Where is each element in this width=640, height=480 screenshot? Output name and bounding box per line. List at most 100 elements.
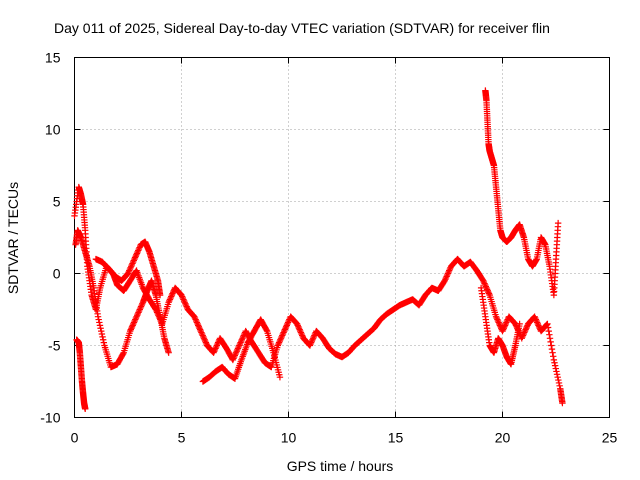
data-point bbox=[546, 335, 554, 342]
data-point bbox=[198, 330, 206, 338]
data-point bbox=[277, 336, 284, 343]
data-point bbox=[308, 337, 316, 345]
data-point bbox=[180, 297, 188, 305]
data-point bbox=[133, 251, 140, 258]
data-point bbox=[119, 350, 127, 358]
x-tick-label: 5 bbox=[178, 430, 186, 446]
y-tick-label: -5 bbox=[48, 338, 61, 354]
data-point bbox=[485, 289, 492, 296]
data-point bbox=[128, 325, 135, 332]
data-point bbox=[555, 376, 562, 384]
data-point bbox=[554, 373, 561, 381]
data-point bbox=[444, 270, 452, 277]
data-point bbox=[232, 349, 240, 356]
data-point bbox=[201, 336, 208, 343]
data-point bbox=[276, 373, 284, 381]
data-point bbox=[482, 283, 490, 290]
data-point bbox=[98, 327, 105, 335]
data-point bbox=[197, 327, 204, 335]
data-point bbox=[548, 345, 556, 353]
x-tick-label: 0 bbox=[71, 430, 79, 446]
data-point bbox=[202, 337, 209, 345]
data-point bbox=[132, 253, 139, 260]
data-point bbox=[444, 271, 451, 279]
y-tick-label: -10 bbox=[40, 410, 60, 426]
data-point bbox=[137, 304, 144, 312]
data-point bbox=[501, 323, 508, 330]
data-point bbox=[485, 290, 493, 297]
data-point bbox=[179, 294, 186, 302]
data-point bbox=[178, 293, 186, 300]
data-point bbox=[518, 335, 525, 342]
data-point bbox=[480, 277, 487, 284]
data-point bbox=[195, 323, 203, 330]
data-point bbox=[211, 348, 218, 355]
data-point bbox=[445, 268, 452, 276]
data-point bbox=[128, 263, 135, 270]
data-point bbox=[533, 319, 541, 326]
data-point bbox=[133, 250, 141, 257]
data-point bbox=[532, 316, 540, 323]
data-point bbox=[212, 343, 220, 351]
y-tick-label: 0 bbox=[53, 266, 61, 282]
data-point bbox=[285, 317, 292, 325]
data-point bbox=[553, 368, 560, 375]
data-point bbox=[500, 325, 507, 332]
data-point bbox=[182, 300, 189, 307]
data-point bbox=[96, 322, 104, 329]
data-point bbox=[194, 320, 201, 328]
data-point bbox=[238, 337, 245, 345]
data-point bbox=[134, 248, 141, 256]
data-point bbox=[133, 313, 140, 320]
data-point bbox=[559, 399, 566, 407]
data-point bbox=[128, 261, 136, 269]
data-point bbox=[274, 342, 281, 349]
data-point bbox=[156, 291, 164, 299]
data-point bbox=[549, 349, 556, 356]
data-point bbox=[546, 331, 553, 338]
data-point bbox=[556, 382, 563, 390]
series-trace-c bbox=[73, 336, 89, 413]
data-point bbox=[523, 325, 530, 332]
data-point bbox=[138, 301, 145, 309]
data-point bbox=[235, 343, 242, 351]
data-point bbox=[200, 333, 207, 341]
data-point bbox=[232, 350, 239, 358]
data-point bbox=[129, 260, 136, 267]
data-point bbox=[441, 277, 448, 284]
data-point bbox=[128, 323, 136, 330]
data-point bbox=[279, 330, 287, 338]
data-point bbox=[238, 336, 246, 343]
x-tick-label: 25 bbox=[602, 430, 618, 446]
data-point bbox=[311, 332, 318, 339]
data-point bbox=[239, 335, 246, 342]
data-point bbox=[183, 303, 190, 310]
data-point bbox=[483, 284, 490, 292]
data-point bbox=[280, 329, 287, 336]
data-point bbox=[554, 219, 562, 227]
data-point bbox=[501, 322, 509, 329]
data-point bbox=[446, 267, 453, 274]
x-axis-label: GPS time / hours bbox=[287, 458, 394, 474]
data-point bbox=[193, 319, 201, 326]
data-point bbox=[535, 323, 543, 330]
y-tick-label: 10 bbox=[45, 122, 61, 138]
data-point bbox=[276, 337, 283, 345]
data-point bbox=[135, 245, 143, 253]
data-point bbox=[191, 313, 198, 320]
y-tick-label: 15 bbox=[45, 50, 61, 66]
data-point bbox=[169, 290, 176, 297]
data-point bbox=[531, 313, 538, 320]
data-point bbox=[481, 280, 488, 287]
data-point bbox=[211, 346, 219, 354]
series-trace-g bbox=[477, 284, 523, 368]
data-point bbox=[520, 330, 527, 338]
data-point bbox=[521, 329, 528, 336]
data-point bbox=[166, 296, 174, 303]
data-point bbox=[278, 333, 285, 341]
data-point bbox=[494, 316, 501, 323]
series-trace-a bbox=[71, 183, 566, 407]
data-point bbox=[494, 317, 502, 325]
data-point bbox=[512, 322, 520, 329]
